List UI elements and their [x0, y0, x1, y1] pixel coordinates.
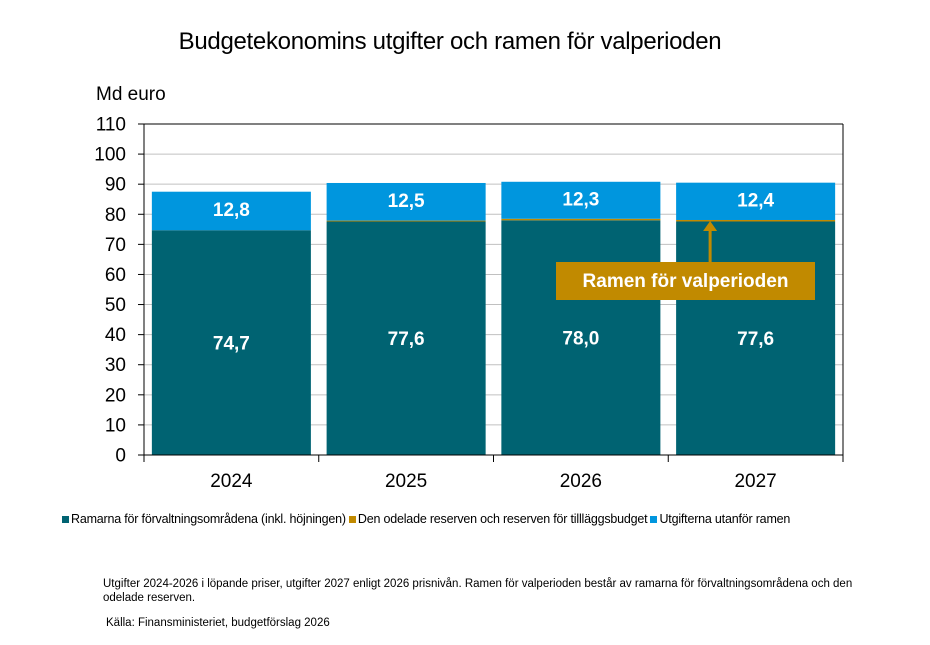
- bar-segment-outside-2027: [676, 182, 836, 220]
- x-tick-label: 2027: [734, 471, 776, 492]
- data-label: 74,7: [213, 334, 250, 355]
- y-axis-unit-label: Md euro: [96, 84, 166, 105]
- data-label: 12,8: [213, 200, 250, 221]
- legend-item: Ramarna för förvaltningsområdena (inkl. …: [62, 512, 346, 526]
- x-tick-label: 2026: [560, 471, 602, 492]
- data-label: 12,4: [737, 190, 774, 211]
- data-labels: 74,7 12,8 77,6 12,5 78,0 12,3 77,6 12,4: [213, 189, 775, 354]
- bar-segment-frames-2026: [501, 220, 661, 455]
- chart-title: Budgetekonomins utgifter och ramen för v…: [178, 28, 722, 55]
- y-tick-label: 60: [105, 265, 126, 286]
- legend-label: Utgifterna utanför ramen: [659, 512, 791, 526]
- x-tick-label: 2024: [210, 471, 253, 492]
- axes: 0 10 20 30 40 50 60 70 80 90 100 110 2024 2025 2026 202…: [94, 115, 844, 492]
- bar-segment-outside-2026: [501, 181, 661, 219]
- annotation: Ramen för valperioden: [556, 220, 815, 300]
- bar-segment-outside-2025: [326, 182, 486, 221]
- y-tick-label: 30: [105, 355, 126, 376]
- y-tick-label: 10: [105, 415, 126, 436]
- y-tick-label: 40: [105, 325, 126, 346]
- footnote: Utgifter 2024-2026 i löpande priser, utg…: [103, 578, 853, 604]
- data-label: 12,3: [562, 189, 599, 210]
- y-tick-label: 80: [105, 205, 126, 226]
- y-tick-label: 90: [105, 175, 126, 196]
- data-label: 78,0: [562, 329, 599, 350]
- bar-segment-outside-2024: [151, 191, 311, 231]
- y-tick-label: 110: [96, 115, 126, 136]
- bar-segment-reserve-2025: [326, 220, 486, 222]
- y-tick-label: 0: [115, 446, 126, 467]
- legend-swatch: [62, 515, 69, 523]
- y-tick-label: 20: [105, 385, 126, 406]
- bar-segment-frames-2025: [326, 221, 486, 455]
- legend: Ramarna för förvaltningsområdena (inkl. …: [62, 512, 793, 526]
- annotation-label: Ramen för valperioden: [583, 271, 789, 292]
- arrow-head-icon: [703, 220, 718, 231]
- legend-swatch: [650, 515, 658, 523]
- y-tick-label: 50: [105, 295, 126, 316]
- bar-segment-reserve-2026: [501, 218, 661, 221]
- x-tick-label: 2025: [385, 471, 427, 492]
- legend-item: Den odelade reserven och reserven för ti…: [348, 512, 648, 526]
- data-label: 77,6: [737, 329, 774, 350]
- data-label: 77,6: [388, 329, 425, 350]
- bar-segment-reserve-2027: [676, 219, 836, 222]
- bar-segment-frames-2027: [676, 221, 836, 455]
- legend-item: Utgifterna utanför ramen: [650, 512, 790, 526]
- y-tick-label: 100: [94, 145, 126, 166]
- legend-swatch: [348, 515, 356, 523]
- bar-segment-frames-2024: [151, 230, 311, 455]
- bars: [151, 181, 836, 455]
- legend-label: Den odelade reserven och reserven för ti…: [357, 512, 648, 526]
- legend-label: Ramarna för förvaltningsområdena (inkl. …: [71, 512, 346, 526]
- annotation-box: [556, 262, 815, 300]
- data-label: 12,5: [388, 191, 425, 212]
- y-tick-label: 70: [105, 235, 126, 256]
- source-note: Källa: Finansministeriet, budgetförslag …: [106, 617, 330, 629]
